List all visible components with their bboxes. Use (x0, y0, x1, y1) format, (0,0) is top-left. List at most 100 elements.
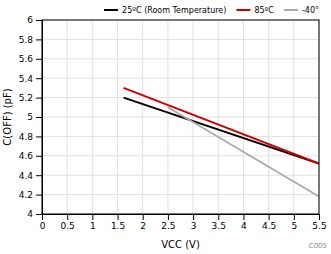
x-tick-label: 3.5 (212, 221, 226, 231)
x-tick: 2.5 (161, 214, 175, 231)
x-tick-label: 5 (291, 221, 297, 231)
x-tick: 4.5 (262, 214, 276, 231)
x-tick: 5.5 (312, 214, 326, 231)
y-tick: 4.8 (19, 132, 42, 142)
y-tick: 4.6 (19, 151, 42, 161)
y-tick-mark (36, 175, 42, 176)
series-group (124, 88, 319, 197)
x-tick-mark (243, 214, 244, 220)
y-tick-mark (36, 214, 42, 215)
y-tick: 4 (27, 209, 42, 219)
x-tick: 1 (90, 214, 96, 231)
x-tick-mark (67, 214, 68, 220)
y-tick: 5.8 (19, 35, 42, 45)
y-tick: 5.6 (19, 54, 42, 64)
x-tick: 4 (241, 214, 247, 231)
x-tick-mark (269, 214, 270, 220)
y-tick-mark (36, 78, 42, 79)
y-tick-mark (36, 59, 42, 60)
legend-swatch (104, 9, 118, 11)
y-tick-label: 4.4 (19, 171, 34, 181)
y-tick-label: 5.6 (19, 54, 34, 64)
x-tick-label: 4.5 (262, 221, 276, 231)
chart-container: 0 0.5 1 1.5 2 2.5 3 3.5 4 4.5 5 5.5 4 4.2 4.4 4.6 4.8 5 5.… (0, 0, 331, 254)
legend-item: 85ºC (236, 6, 274, 15)
grid-line-y (42, 194, 319, 195)
y-tick-label: 4.8 (19, 132, 34, 142)
y-tick: 4.4 (19, 171, 42, 181)
y-tick: 6 (27, 15, 42, 25)
x-tick: 3.5 (212, 214, 226, 231)
grid-line-y (42, 97, 319, 98)
x-tick-label: 4 (241, 221, 247, 231)
plot-frame (42, 20, 319, 214)
grid-line-y (42, 136, 319, 137)
y-tick-mark (36, 136, 42, 137)
x-tick-mark (42, 214, 43, 220)
x-tick-label: 1.5 (111, 221, 125, 231)
x-tick: 3 (191, 214, 197, 231)
x-axis: 0 0.5 1 1.5 2 2.5 3 3.5 4 4.5 5 5.5 (40, 214, 327, 231)
legend-swatch (236, 9, 250, 11)
x-tick: 0 (40, 214, 46, 231)
x-tick-mark (193, 214, 194, 220)
x-tick: 5 (291, 214, 297, 231)
grid-line-y (42, 175, 319, 176)
series-line (168, 107, 319, 196)
x-tick-mark (218, 214, 219, 220)
x-tick: 1.5 (111, 214, 125, 231)
x-tick-mark (92, 214, 93, 220)
x-tick-label: 3 (191, 221, 197, 231)
y-tick: 4.2 (19, 190, 42, 200)
y-tick-label: 4.2 (19, 190, 33, 200)
grid-line-y (42, 155, 319, 156)
legend-item: -40° (284, 6, 319, 15)
x-tick: 0.5 (61, 214, 75, 231)
x-tick-label: 5.5 (312, 221, 326, 231)
legend-swatch (284, 9, 298, 11)
legend-item: 25ºC (Room Temperature) (104, 6, 226, 15)
x-tick-label: 2 (140, 221, 146, 231)
x-tick-label: 1 (90, 221, 96, 231)
y-axis-title: C(OFF) (pF) (2, 88, 13, 145)
y-tick-label: 6 (27, 15, 33, 25)
x-axis-title: VCC (V) (161, 239, 200, 250)
series-line (124, 88, 319, 164)
x-tick-mark (319, 214, 320, 220)
annotation: C005 (309, 242, 328, 250)
grid (42, 20, 319, 214)
y-tick: 5 (27, 112, 42, 122)
x-tick: 2 (140, 214, 146, 231)
x-tick-label: 2.5 (161, 221, 175, 231)
y-tick-label: 5.4 (19, 74, 34, 84)
legend-label: 85ºC (254, 6, 274, 15)
y-tick-mark (36, 156, 42, 157)
y-tick-label: 5.8 (19, 35, 34, 45)
x-tick-label: 0.5 (61, 221, 75, 231)
grid-line-y (42, 78, 319, 79)
y-tick-mark (36, 20, 42, 21)
y-tick-label: 5.2 (19, 93, 33, 103)
y-tick-label: 4 (27, 209, 33, 219)
grid-line-y (42, 39, 319, 40)
grid-line-y (42, 58, 319, 59)
legend-label: -40° (302, 6, 319, 15)
y-tick-mark (36, 39, 42, 40)
chart: 0 0.5 1 1.5 2 2.5 3 3.5 4 4.5 5 5.5 4 4.2 4.4 4.6 4.8 5 5.… (0, 0, 331, 254)
y-axis: 4 4.2 4.4 4.6 4.8 5 5.2 5.4 5.6 5.8 6 (19, 15, 43, 219)
y-tick-mark (36, 98, 42, 99)
y-tick-label: 5 (27, 112, 33, 122)
x-tick-mark (118, 214, 119, 220)
y-tick-label: 4.6 (19, 151, 34, 161)
x-tick-label: 0 (40, 221, 46, 231)
y-tick: 5.4 (19, 74, 42, 84)
legend-label: 25ºC (Room Temperature) (122, 6, 226, 15)
y-tick-mark (36, 195, 42, 196)
x-tick-mark (168, 214, 169, 220)
series-line (124, 98, 319, 164)
x-tick-mark (294, 214, 295, 220)
plot-area: 0 0.5 1 1.5 2 2.5 3 3.5 4 4.5 5 5.5 4 4.2 4.4 4.6 4.8 5 5.… (19, 15, 327, 231)
legend: 25ºC (Room Temperature) 85ºC -40° (104, 6, 319, 15)
y-tick-mark (36, 117, 42, 118)
y-tick: 5.2 (19, 93, 42, 103)
